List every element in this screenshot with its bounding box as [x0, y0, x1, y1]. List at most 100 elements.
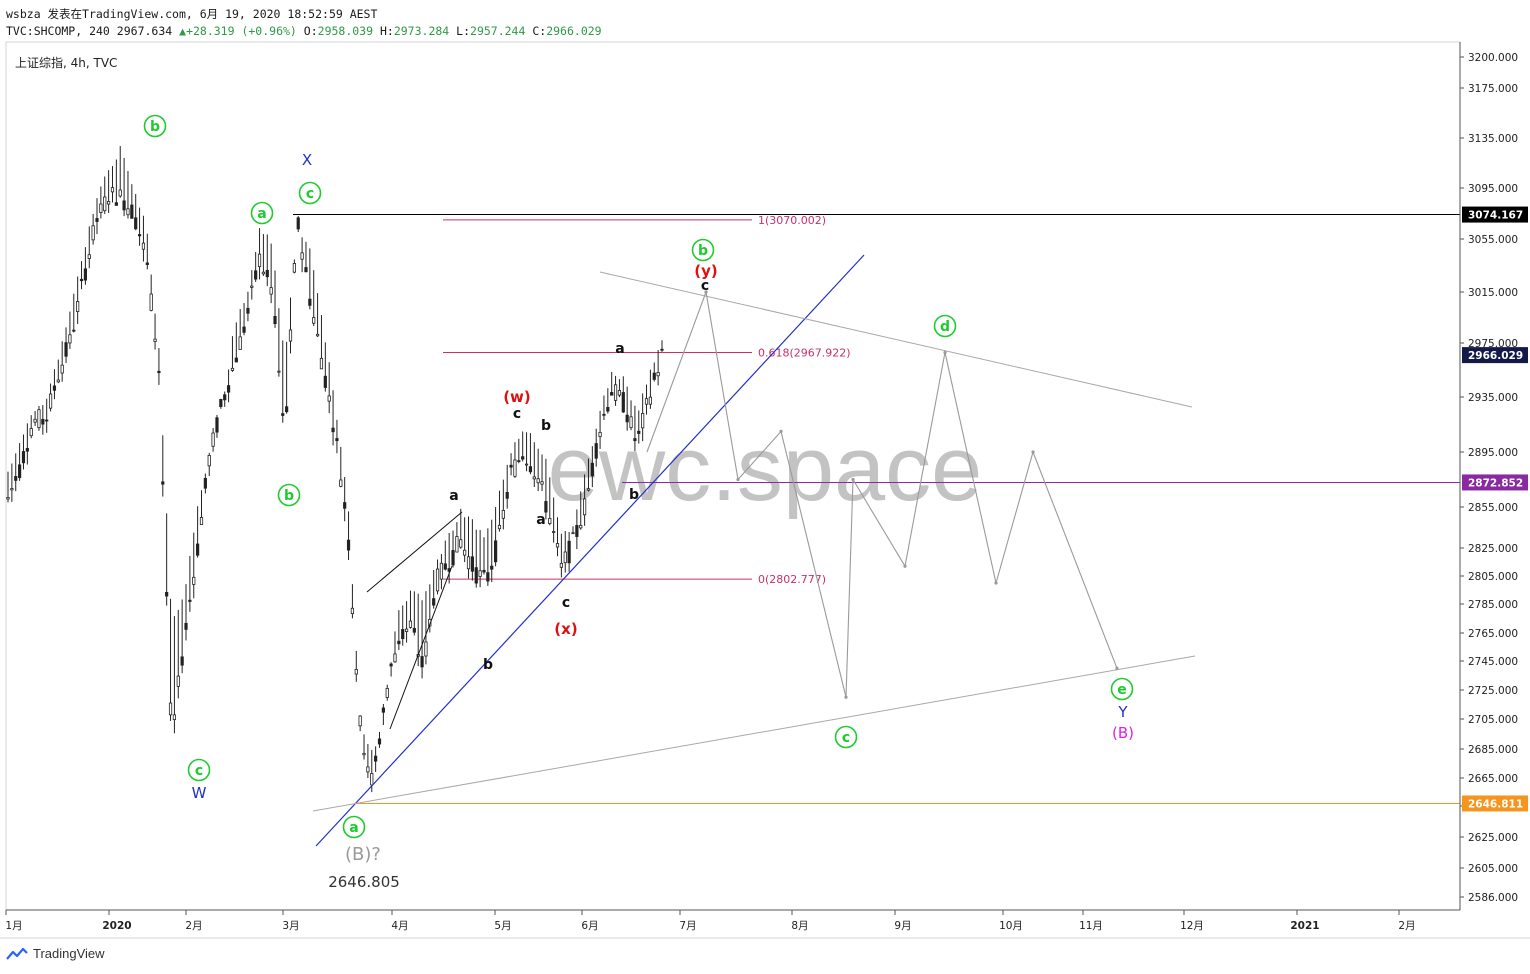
candle-body	[95, 218, 99, 222]
candle-body	[490, 565, 494, 570]
candle-body	[571, 532, 575, 535]
projection-vertex	[903, 564, 907, 568]
time-axis-label: 8月	[791, 920, 808, 932]
wave-label-text: b	[541, 418, 551, 434]
projection-vertex	[704, 290, 708, 294]
candle-body	[149, 293, 153, 311]
candle-body	[575, 525, 579, 537]
projection-path	[646, 289, 1119, 699]
wave-label-text: (B)?	[345, 844, 381, 865]
candle-body	[176, 675, 180, 687]
candle-body	[64, 342, 68, 357]
wave-label-text: b	[150, 119, 160, 135]
candle-body	[153, 338, 157, 342]
candle-body	[404, 628, 409, 632]
projection-vertex	[1031, 450, 1035, 454]
candle-body	[110, 187, 115, 193]
candle-body	[598, 431, 602, 437]
candle-body	[358, 715, 362, 727]
candlesticks	[6, 146, 664, 793]
candle-body	[226, 385, 231, 393]
candle-body	[509, 464, 513, 468]
candle-body	[482, 569, 486, 573]
candle-body	[443, 563, 447, 570]
symbol-legend[interactable]: 上证综指, 4h, TVC	[15, 56, 118, 70]
candle-body	[586, 488, 591, 491]
ohlc-low-label: L:	[456, 24, 471, 38]
candle-body	[323, 375, 327, 388]
candle-body	[540, 481, 544, 485]
change-up-icon: ▲	[179, 24, 187, 38]
candle-body	[629, 416, 633, 429]
candle-body	[397, 640, 401, 645]
candle-body	[617, 390, 622, 396]
candle-body	[199, 517, 204, 525]
footer-branding[interactable]: TradingView	[6, 946, 105, 961]
wave-label-text: b	[698, 243, 708, 259]
watermark-text: ewc.space	[548, 418, 983, 520]
candle-body	[590, 462, 594, 477]
ohlc-symbol: TVC:SHCOMP, 240	[6, 24, 110, 38]
time-axis-label: 11月	[1079, 920, 1103, 932]
price-axis-label: 2625.000	[1468, 832, 1518, 844]
candle-body	[21, 451, 26, 464]
candle-body	[559, 562, 563, 568]
candle-body	[327, 395, 331, 402]
candle-body	[346, 539, 351, 551]
candle-body	[68, 334, 72, 344]
wave-label-circle	[298, 181, 322, 205]
candle-body	[207, 455, 211, 467]
price-axis[interactable]: 3200.000 3175.000 3135.000 3095.000 3055.000…	[1459, 42, 1528, 910]
candle-body	[362, 752, 366, 756]
candle-body	[370, 773, 374, 786]
time-axis-label: 5月	[494, 920, 511, 932]
candle-body	[497, 524, 502, 530]
wave-label-circle	[277, 483, 301, 507]
price-tag-label: 2646.811	[1468, 798, 1523, 810]
candle-body	[312, 317, 316, 324]
ohlc-open: 2958.039	[317, 24, 374, 38]
projection-vertex	[1115, 666, 1119, 670]
candle-body	[420, 656, 424, 668]
price-axis-label: 2605.000	[1468, 863, 1518, 875]
candle-body	[41, 418, 45, 425]
wave-label-circle	[834, 725, 858, 749]
wave-label-text: a	[615, 341, 624, 357]
candle-body	[192, 576, 196, 585]
candle-body	[48, 393, 53, 409]
candle-body	[393, 653, 397, 663]
fib-level-label: 0(2802.777)	[758, 573, 826, 586]
candle-body	[215, 417, 219, 433]
candle-body	[319, 357, 324, 370]
ohlc-close: 2966.029	[546, 24, 602, 38]
wave-label-circle	[691, 238, 715, 262]
footer-brand: TradingView	[33, 946, 105, 961]
candle-body	[180, 656, 184, 666]
candle-body	[493, 540, 498, 563]
candle-body	[10, 488, 14, 491]
wave-label-text: c	[513, 406, 521, 422]
candle-body	[72, 329, 76, 332]
time-axis-label: 12月	[1180, 920, 1204, 932]
wave-label-text: e	[1117, 682, 1127, 698]
candle-body	[304, 267, 308, 273]
time-axis[interactable]: 1月 2020 2月 3月 4月 5月 6月 7月 8月 9月 10月 11月 12月 2021 2月	[5, 909, 1460, 932]
fib-level-label: 1(3070.002)	[758, 214, 826, 227]
wave-label-text: c	[842, 730, 850, 746]
candle-body	[285, 406, 289, 413]
price-axis-label: 2745.000	[1468, 656, 1518, 668]
projection-vertex	[943, 350, 947, 355]
trendlines	[312, 254, 1196, 847]
watermark: ewc.space	[548, 418, 983, 520]
time-axis-label: 2月	[185, 920, 202, 932]
price-axis-label: 2586.000	[1468, 892, 1518, 904]
candle-body	[29, 428, 33, 437]
wedge-upper-line	[366, 511, 463, 593]
candle-body	[432, 598, 436, 606]
candle-body	[474, 567, 478, 584]
fibonacci-levels: 1(3070.002) 0.618(2967.922) 0(2802.777)	[443, 214, 851, 586]
candle-body	[459, 539, 463, 548]
candle-body	[172, 714, 177, 721]
candle-body	[250, 285, 254, 288]
